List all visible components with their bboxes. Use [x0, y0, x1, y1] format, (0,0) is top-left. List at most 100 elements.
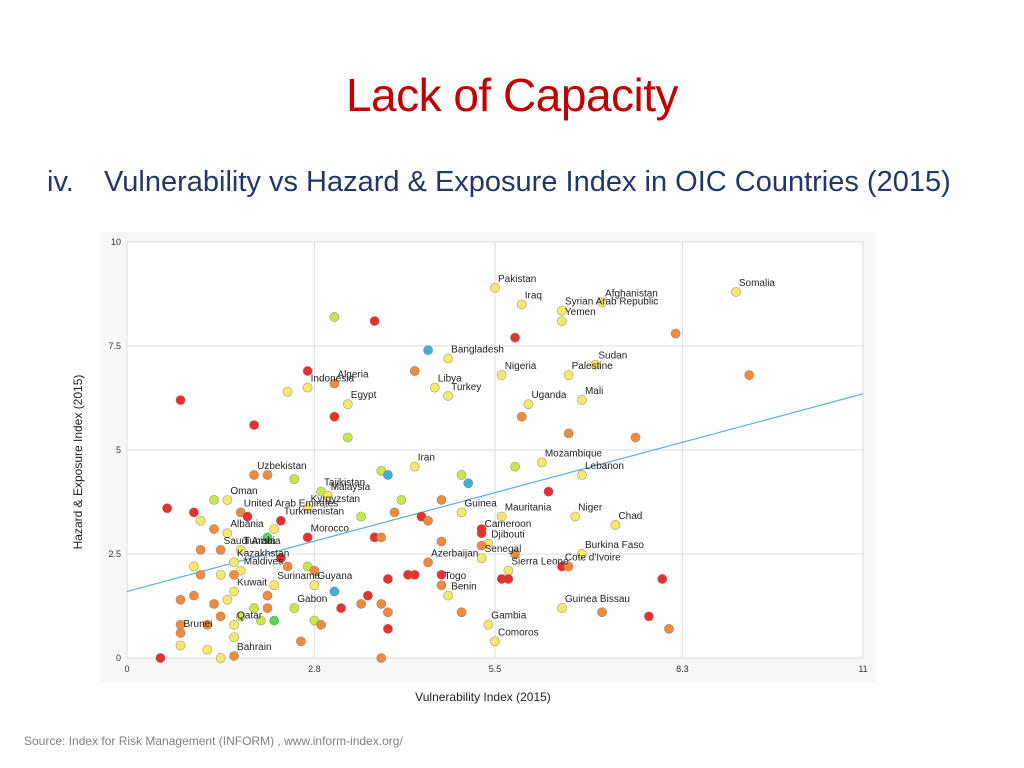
scatter-point	[188, 590, 199, 601]
scatter-point	[162, 503, 173, 514]
point-label: Saudi Arabia	[224, 536, 281, 547]
scatter-point	[309, 580, 320, 591]
scatter-point	[296, 636, 306, 647]
scatter-point	[382, 470, 393, 480]
scatter-point	[556, 305, 567, 316]
scatter-point	[235, 544, 246, 555]
point-label: Afghanistan	[605, 288, 658, 299]
scatter-point	[456, 607, 467, 618]
scatter-point	[429, 382, 440, 393]
point-label: Comoros	[498, 627, 539, 638]
scatter-point	[262, 470, 273, 480]
chart-subtitle: iv. Vulnerability vs Hazard & Exposure In…	[47, 166, 951, 199]
point-label: Kuwait	[237, 577, 267, 588]
scatter-point	[222, 528, 233, 539]
scatter-point	[409, 366, 420, 376]
point-label: Libya	[438, 374, 462, 385]
scatter-point	[229, 619, 240, 630]
point-label: Mali	[585, 386, 603, 397]
scatter-point	[382, 623, 393, 634]
point-label: Sierra Leone	[511, 557, 569, 568]
subtitle-number: iv.	[47, 166, 74, 198]
scatter-point	[563, 428, 574, 439]
x-tick-label: 8.3	[676, 664, 689, 674]
scatter-point	[242, 511, 253, 522]
scatter-point	[523, 399, 534, 410]
point-label: Tajikistan	[324, 478, 365, 489]
point-label: Tunisia	[244, 536, 276, 547]
scatter-point	[516, 299, 527, 310]
scatter-point	[516, 411, 527, 422]
scatter-point	[543, 486, 554, 497]
scatter-point	[556, 316, 567, 326]
scatter-point	[409, 569, 420, 580]
scatter-point	[536, 457, 547, 468]
scatter-point	[209, 524, 219, 534]
point-label: Guinea Bissau	[565, 594, 630, 605]
scatter-point	[476, 553, 487, 564]
scatter-point	[597, 607, 608, 618]
scatter-point	[229, 650, 240, 661]
scatter-point	[362, 590, 373, 601]
scatter-point	[222, 594, 233, 605]
x-tick-label: 11	[858, 664, 867, 674]
scatter-point	[376, 653, 387, 663]
scatter-point	[249, 470, 260, 480]
scatter-point	[436, 569, 447, 580]
scatter-point	[664, 623, 674, 634]
scatter-point	[289, 474, 300, 485]
scatter-point	[275, 515, 286, 526]
scatter-point	[456, 507, 467, 518]
scatter-point	[329, 411, 340, 422]
point-label: Morocco	[311, 523, 350, 534]
scatter-point	[369, 316, 380, 326]
scatter-point	[563, 561, 574, 572]
scatter-point	[188, 561, 199, 572]
point-label: Gabon	[297, 594, 327, 605]
scatter-point	[229, 632, 240, 643]
point-label: Lebanon	[585, 461, 624, 472]
scatter-point	[215, 544, 226, 555]
x-axis-label: Vulnerability Index (2015)	[415, 690, 551, 704]
scatter-point	[229, 586, 240, 597]
point-label: Egypt	[351, 390, 377, 401]
y-tick-label: 2.5	[108, 549, 121, 559]
scatter-point	[202, 619, 213, 630]
point-label: Bangladesh	[451, 344, 504, 355]
point-label: Albania	[230, 519, 264, 530]
scatter-point	[490, 282, 500, 293]
scatter-point	[409, 461, 420, 472]
scatter-point	[269, 615, 280, 626]
scatter-point	[382, 574, 393, 584]
scatter-point	[590, 359, 601, 370]
point-label: Niger	[578, 503, 603, 514]
scatter-point	[215, 569, 226, 580]
point-label: Azerbaijan	[431, 548, 478, 559]
scatter-point	[309, 565, 320, 576]
scatter-point	[570, 511, 581, 522]
point-label: Burkina Faso	[585, 540, 644, 551]
scatter-point	[610, 519, 621, 530]
scatter-point	[510, 461, 521, 472]
scatter-point	[744, 370, 755, 381]
point-label: Uganda	[531, 390, 566, 401]
point-label: Palestine	[572, 361, 614, 372]
scatter-point	[255, 615, 266, 626]
scatter-point	[215, 653, 226, 663]
slide-title: Lack of Capacity	[345, 69, 679, 121]
scatter-point	[423, 345, 434, 356]
scatter-point	[563, 370, 574, 381]
point-label: Brunei	[184, 619, 213, 630]
point-label: Turkmenistan	[284, 507, 344, 518]
y-tick-label: 10	[111, 237, 121, 247]
point-label: Senegal	[485, 544, 522, 555]
scatter-point	[356, 511, 367, 522]
point-label: Benin	[451, 582, 477, 593]
scatter-point	[175, 594, 186, 605]
y-tick-label: 0	[116, 653, 121, 663]
scatter-point	[436, 536, 447, 547]
point-label: Pakistan	[498, 274, 536, 285]
scatter-point	[476, 524, 487, 534]
scatter-point	[730, 286, 741, 297]
